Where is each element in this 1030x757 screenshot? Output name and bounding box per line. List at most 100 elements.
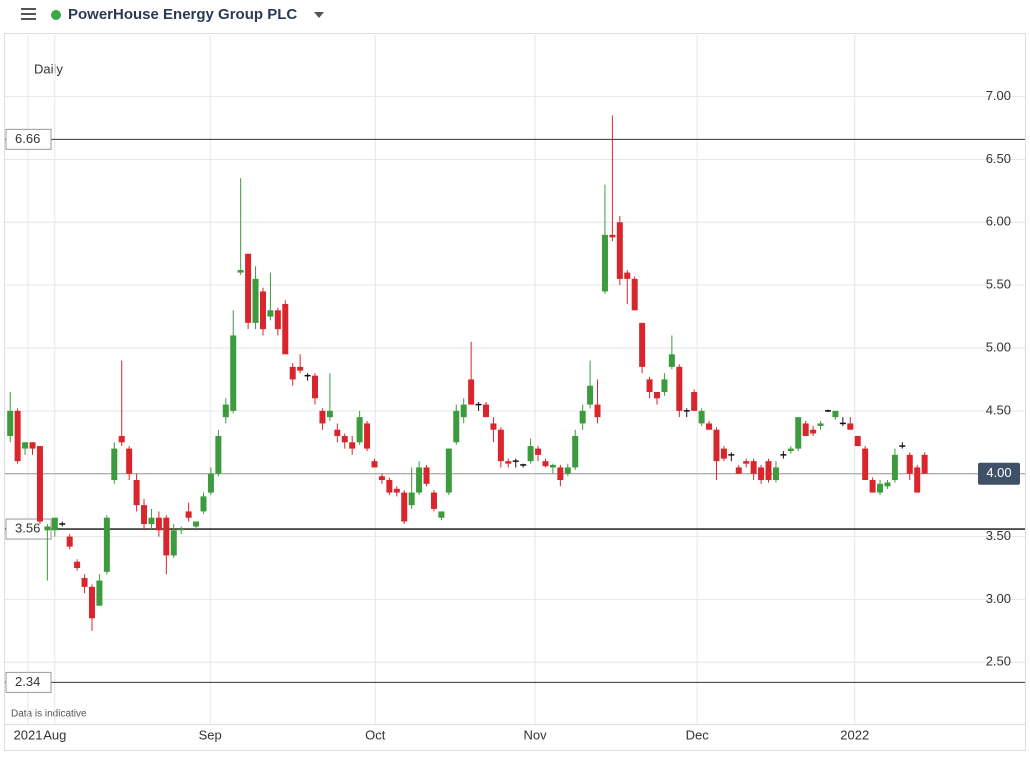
candle-body	[877, 483, 884, 493]
status-dot	[51, 10, 61, 20]
candle-body	[453, 410, 460, 443]
candle-body	[430, 492, 437, 509]
candle-body	[631, 278, 638, 311]
candle-body	[564, 467, 571, 474]
candle-body	[698, 410, 705, 424]
candle-body	[178, 529, 185, 531]
candle-body	[460, 404, 467, 418]
y-tick-label: 3.00	[986, 591, 1011, 606]
x-tick-label: Sep	[199, 727, 222, 742]
candle-body	[743, 461, 750, 464]
candle-body	[118, 436, 125, 443]
candle-body	[14, 410, 21, 462]
candle-body	[371, 461, 378, 468]
y-tick-label: 6.00	[986, 214, 1011, 229]
candle-body	[847, 423, 854, 430]
candle-body	[103, 517, 110, 572]
reference-label-box	[5, 671, 52, 693]
y-tick-label: 4.50	[986, 402, 1011, 417]
candle-body	[245, 253, 252, 323]
candle-body	[215, 436, 222, 474]
candle-body	[505, 461, 512, 464]
candle-body	[349, 442, 356, 449]
chart-title[interactable]: PowerHouse Energy Group PLC	[68, 6, 297, 23]
candle-body	[237, 270, 244, 273]
x-tick-label: 2022	[840, 727, 869, 742]
candle-body	[735, 467, 742, 474]
candle-body	[549, 464, 556, 468]
candle-body	[126, 448, 133, 474]
candle-body	[609, 234, 616, 238]
candle-body	[601, 234, 608, 292]
candle-body	[572, 436, 579, 468]
candle-body	[193, 521, 200, 527]
candle-body	[267, 310, 274, 317]
dropdown-arrow[interactable]	[314, 12, 324, 18]
y-tick-label: 5.50	[986, 277, 1011, 292]
candle-body	[720, 448, 727, 459]
candle-body	[341, 436, 348, 443]
candle-body	[22, 442, 29, 449]
candle-body	[133, 480, 140, 506]
candle-body	[356, 417, 363, 443]
candle-body	[468, 379, 475, 405]
candle-body	[401, 492, 408, 522]
candle-body	[252, 278, 259, 323]
interval-label: Daily	[34, 61, 63, 76]
candle-body	[817, 423, 824, 426]
x-tick-label: Oct	[365, 727, 386, 742]
x-tick-label: Nov	[524, 727, 548, 742]
candle-body	[661, 379, 668, 393]
candle-body	[832, 410, 839, 418]
candle-body	[810, 429, 817, 434]
candle-body	[200, 496, 207, 512]
candle-body	[557, 467, 564, 481]
candle-body	[312, 375, 319, 399]
candle-body	[854, 436, 861, 447]
candle-body	[111, 448, 118, 481]
candle-body	[579, 410, 586, 424]
candle-body	[616, 222, 623, 279]
candle-body	[66, 536, 73, 547]
candle-body	[408, 492, 415, 506]
candle-body	[795, 417, 802, 449]
candle-body	[230, 335, 237, 411]
candle-body	[297, 366, 304, 371]
candle-body	[170, 530, 177, 556]
candle-body	[207, 473, 214, 493]
candle-body	[497, 429, 504, 462]
candle-body	[29, 442, 36, 449]
candle-body	[289, 366, 296, 380]
candle-body	[914, 467, 921, 493]
candle-body	[155, 517, 162, 531]
last-price-label: 4.00	[986, 465, 1011, 480]
candle-body	[668, 354, 675, 367]
candle-body	[44, 526, 51, 531]
candle-body	[416, 467, 423, 493]
reference-label: 2.34	[15, 674, 40, 689]
candle-body	[163, 517, 170, 556]
y-tick-label: 5.00	[986, 339, 1011, 354]
candle-body	[542, 461, 549, 467]
candle-body	[259, 291, 266, 330]
candle-body	[862, 448, 869, 481]
candle-body	[691, 392, 698, 411]
candle-body	[274, 310, 281, 330]
candle-body	[438, 511, 445, 518]
menu-icon[interactable]	[21, 8, 36, 20]
x-tick-label: Aug	[43, 727, 66, 742]
reference-label: 3.56	[15, 520, 40, 535]
candle-body	[891, 454, 898, 481]
candle-body	[378, 476, 385, 481]
candle-body	[639, 322, 646, 367]
candle-body	[326, 410, 333, 418]
candle-body	[319, 410, 326, 424]
candle-body	[750, 461, 757, 474]
candle-body	[594, 404, 601, 418]
candle-body	[74, 561, 81, 569]
candle-body	[869, 480, 876, 493]
candle-body	[535, 448, 542, 455]
candle-body	[490, 423, 497, 430]
x-tick-label: Dec	[686, 727, 710, 742]
